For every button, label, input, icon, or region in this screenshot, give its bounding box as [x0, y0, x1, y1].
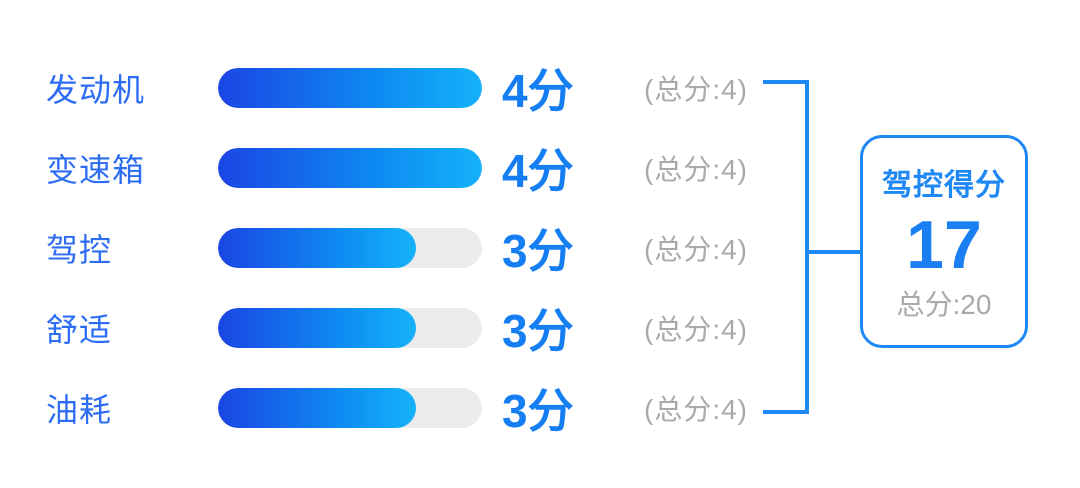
- summary-score: 17: [906, 206, 982, 283]
- score-row: 发动机 4分 (总分:4): [0, 65, 749, 117]
- score-total-label: (总分:4): [644, 314, 749, 345]
- category-label: 发动机: [46, 72, 146, 108]
- bracket-top-stub: [763, 80, 809, 84]
- score-bar-track: [218, 68, 482, 108]
- score-bar-fill: [218, 148, 482, 188]
- score-value: 3分: [502, 305, 574, 357]
- score-total-label: (总分:4): [644, 154, 749, 185]
- score-row: 驾控 3分 (总分:4): [0, 225, 749, 277]
- bracket-vertical-line: [805, 80, 809, 414]
- score-bar-fill: [218, 388, 416, 428]
- score-value: 4分: [502, 65, 574, 117]
- score-total-label: (总分:4): [644, 74, 749, 105]
- category-label: 变速箱: [46, 152, 146, 188]
- category-label: 舒适: [46, 312, 113, 348]
- bracket-connector: [809, 250, 861, 254]
- score-bar-track: [218, 148, 482, 188]
- summary-total-label: 总分:20: [896, 289, 992, 321]
- bracket-bottom-stub: [763, 410, 809, 414]
- score-bar-track: [218, 228, 482, 268]
- category-label: 驾控: [46, 232, 113, 268]
- score-row: 油耗 3分 (总分:4): [0, 385, 749, 437]
- score-value: 3分: [502, 385, 574, 437]
- score-bar-fill: [218, 68, 482, 108]
- category-label: 油耗: [46, 392, 113, 428]
- score-value: 4分: [502, 145, 574, 197]
- summary-card: 驾控得分 17 总分:20: [860, 135, 1028, 348]
- summary-title: 驾控得分: [882, 168, 1006, 202]
- score-total-label: (总分:4): [644, 234, 749, 265]
- score-bar-track: [218, 388, 482, 428]
- score-value: 3分: [502, 225, 574, 277]
- score-row: 舒适 3分 (总分:4): [0, 305, 749, 357]
- score-bar-track: [218, 308, 482, 348]
- score-total-label: (总分:4): [644, 394, 749, 425]
- score-row: 变速箱 4分 (总分:4): [0, 145, 749, 197]
- score-bar-fill: [218, 228, 416, 268]
- category-rows: 发动机 4分 (总分:4) 变速箱 4分 (总分:4) 驾控: [0, 65, 749, 437]
- score-bar-fill: [218, 308, 416, 348]
